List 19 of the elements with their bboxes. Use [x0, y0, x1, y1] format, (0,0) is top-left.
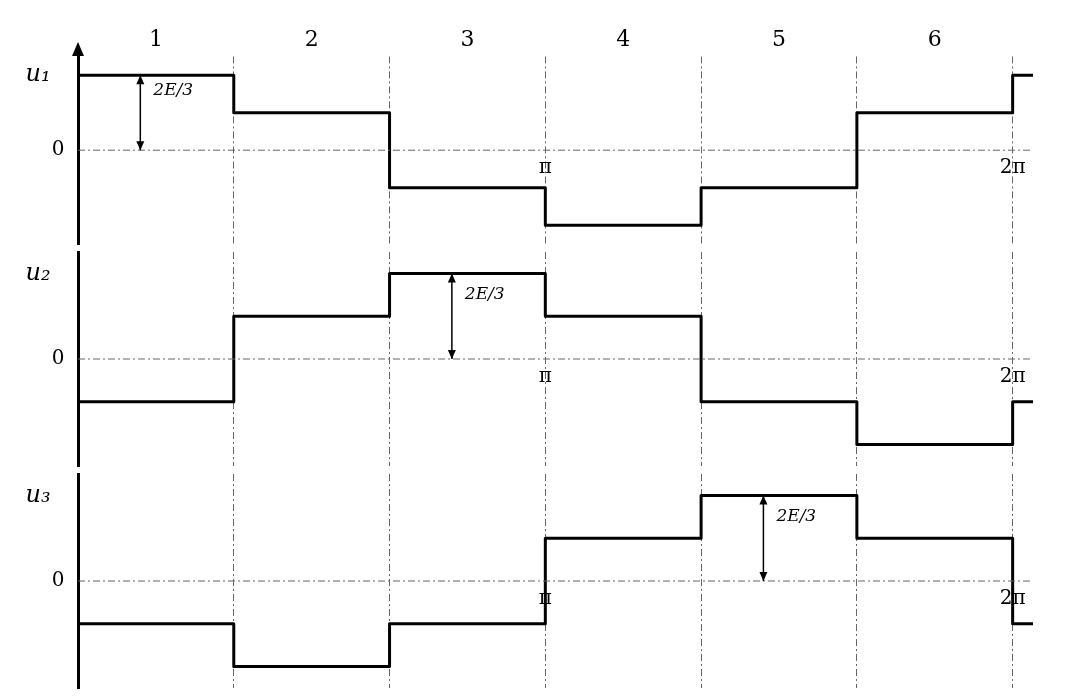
x2-tick-label: 2	[304, 25, 319, 51]
y-axis-title: u₂	[25, 257, 51, 286]
annotation: 2E/3	[152, 79, 194, 100]
ref-line-label: 0	[51, 345, 65, 370]
annotation: 2E/3	[463, 282, 505, 303]
y-axis-title: u₃	[25, 479, 51, 508]
x-tick-label: 2π	[999, 363, 1026, 388]
ref-line-label: 0	[51, 567, 65, 592]
x2-tick-label: 3	[460, 25, 475, 51]
x-tick-label: 2π	[999, 154, 1026, 179]
x-tick-label: π	[538, 154, 552, 179]
y-axis-title: u₁	[25, 59, 51, 88]
x-tick-label: π	[538, 363, 552, 388]
x2-tick-label: 6	[927, 25, 942, 51]
x2-tick-label: 5	[771, 25, 786, 51]
ref-line-label: 0	[51, 136, 65, 161]
x2-tick-label: 4	[616, 25, 631, 51]
annotation: 2E/3	[775, 504, 817, 525]
x2-tick-label: 1	[148, 25, 163, 51]
